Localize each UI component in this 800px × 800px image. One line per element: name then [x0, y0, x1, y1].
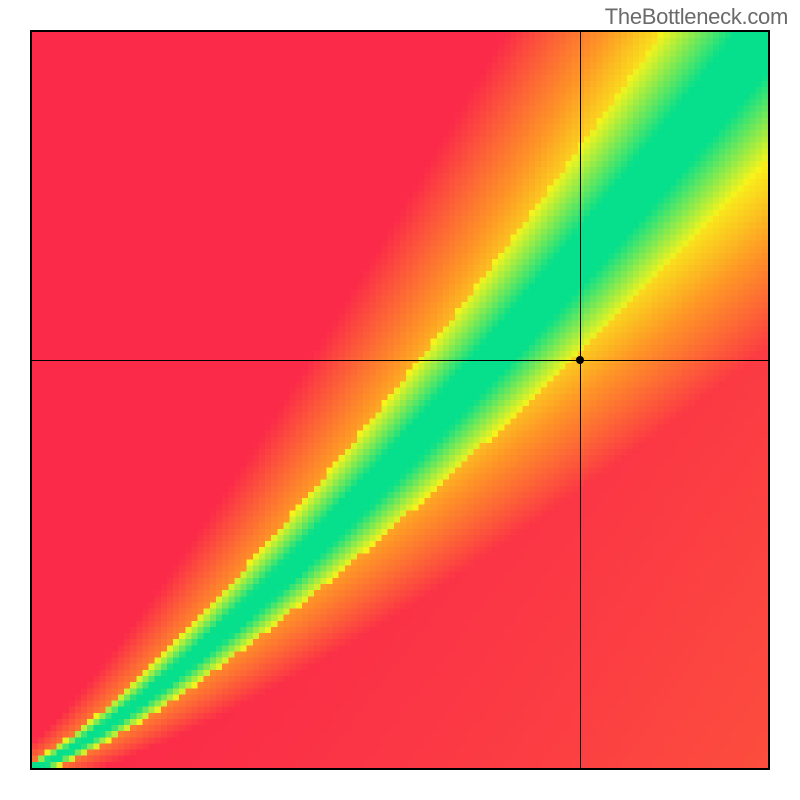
crosshair-horizontal [32, 360, 768, 361]
crosshair-marker [576, 356, 584, 364]
chart-container: TheBottleneck.com [0, 0, 800, 800]
watermark-text: TheBottleneck.com [605, 4, 788, 30]
heatmap-canvas [32, 32, 768, 768]
crosshair-vertical [580, 32, 581, 768]
plot-area [30, 30, 770, 770]
